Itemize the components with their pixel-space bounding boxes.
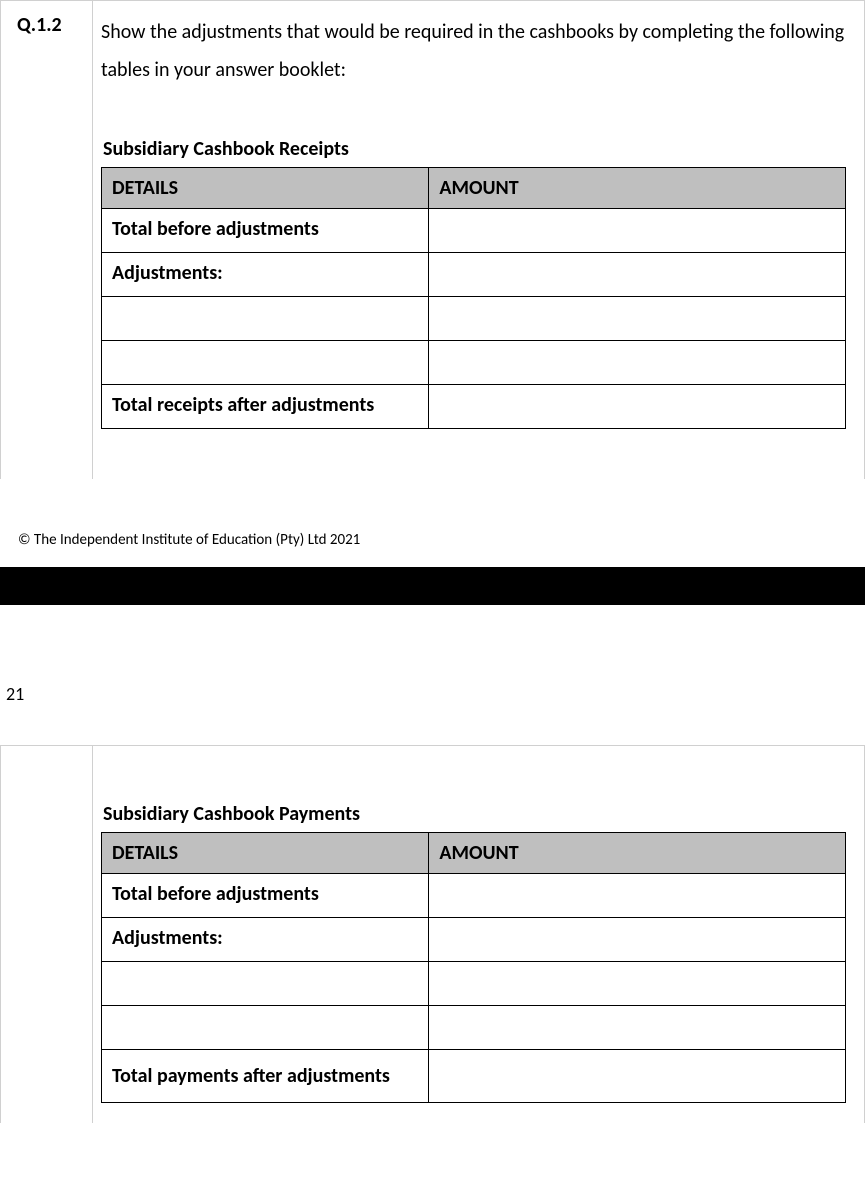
cell-details (102, 297, 429, 341)
cell-details: Adjustments: (102, 253, 429, 297)
payments-block: Subsidiary Cashbook Payments DETAILS AMO… (0, 745, 865, 1123)
question-number: Q.1.2 (1, 1, 93, 479)
table-row: Total receipts after adjustments (102, 385, 846, 429)
cell-details: Total receipts after adjustments (102, 385, 429, 429)
table-header-row: DETAILS AMOUNT (102, 833, 846, 874)
table-row: Total before adjustments (102, 874, 846, 918)
copyright-text: © The Independent Institute of Education… (0, 479, 865, 567)
cell-details (102, 341, 429, 385)
table-row (102, 1006, 846, 1050)
table-row (102, 297, 846, 341)
question-body: Show the adjustments that would be requi… (93, 1, 864, 479)
cell-amount (429, 253, 846, 297)
table-row: Total before adjustments (102, 209, 846, 253)
col-header-amount: AMOUNT (429, 168, 846, 209)
table-row: Adjustments: (102, 918, 846, 962)
table-row: Total payments after adjustments (102, 1050, 846, 1103)
question-instruction: Show the adjustments that would be requi… (101, 13, 846, 89)
cell-details: Total before adjustments (102, 209, 429, 253)
table-row (102, 962, 846, 1006)
table-row: Adjustments: (102, 253, 846, 297)
cell-details: Adjustments: (102, 918, 429, 962)
cell-amount (429, 918, 846, 962)
receipts-table: DETAILS AMOUNT Total before adjustments … (101, 167, 846, 429)
table-header-row: DETAILS AMOUNT (102, 168, 846, 209)
cell-details (102, 1006, 429, 1050)
col-header-details: DETAILS (102, 833, 429, 874)
page: Q.1.2 Show the adjustments that would be… (0, 0, 865, 1123)
payments-title: Subsidiary Cashbook Payments (103, 802, 846, 826)
cell-amount (429, 1006, 846, 1050)
cell-amount (429, 297, 846, 341)
cell-amount (429, 209, 846, 253)
col-header-details: DETAILS (102, 168, 429, 209)
cell-details: Total before adjustments (102, 874, 429, 918)
col-header-amount: AMOUNT (429, 833, 846, 874)
page-divider-bar (0, 567, 865, 605)
payments-table: DETAILS AMOUNT Total before adjustments … (101, 832, 846, 1103)
table-row (102, 341, 846, 385)
cell-details (102, 962, 429, 1006)
page-number: 21 (0, 605, 865, 705)
left-spacer (1, 746, 93, 1123)
cell-amount (429, 341, 846, 385)
cell-details: Total payments after adjustments (102, 1050, 429, 1103)
receipts-title: Subsidiary Cashbook Receipts (103, 137, 846, 161)
cell-amount (429, 962, 846, 1006)
cell-amount (429, 1050, 846, 1103)
question-block: Q.1.2 Show the adjustments that would be… (0, 0, 865, 479)
payments-body: Subsidiary Cashbook Payments DETAILS AMO… (93, 746, 864, 1123)
cell-amount (429, 874, 846, 918)
cell-amount (429, 385, 846, 429)
